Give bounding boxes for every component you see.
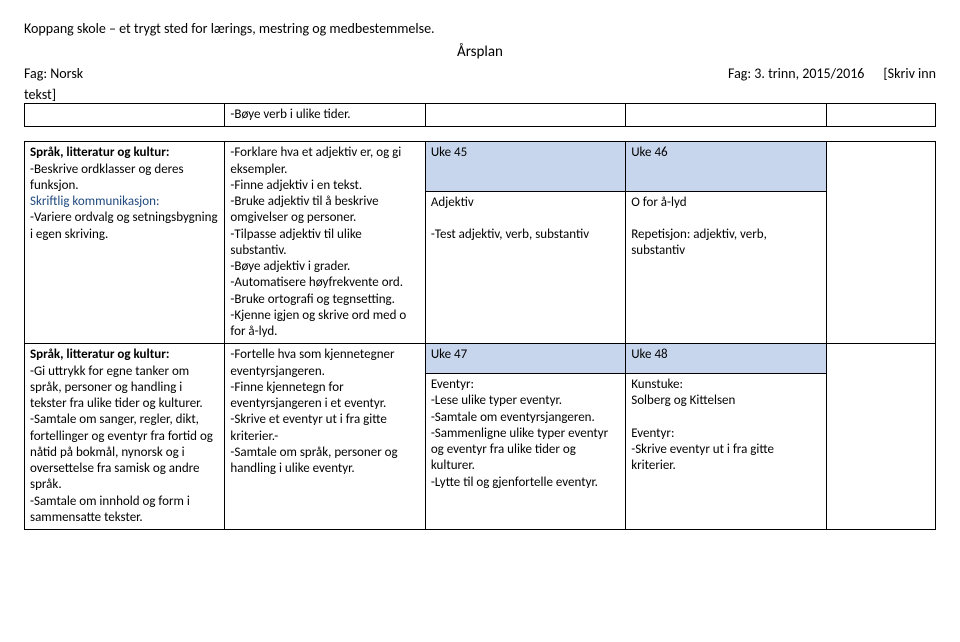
cell bbox=[826, 142, 935, 344]
cell-goals: Språk, litteratur og kultur: -Beskrive o… bbox=[25, 142, 225, 344]
cell-week-content: Eventyr: -Lese ulike typer eventyr. -Sam… bbox=[425, 374, 625, 530]
goal-text: -Variere ordvalg og setningsbygning i eg… bbox=[30, 210, 218, 241]
table-row: -Bøye verb i ulike tider. bbox=[25, 104, 936, 127]
cell-week-content: Adjektiv -Test adjektiv, verb, substanti… bbox=[425, 191, 625, 344]
cell-week-content: O for å-lyd Repetisjon: adjektiv, verb, … bbox=[626, 191, 826, 344]
section-title: Språk, litteratur og kultur: bbox=[30, 347, 169, 362]
table-fragment-top: -Bøye verb i ulike tider. bbox=[24, 103, 936, 127]
goal-text: -Gi uttrykk for egne tanker om språk, pe… bbox=[30, 364, 213, 525]
subsection-title: Skriftlig kommunikasjon: bbox=[30, 194, 159, 209]
page-header: Koppang skole – et trygt sted for læring… bbox=[24, 20, 936, 103]
cell bbox=[25, 104, 225, 127]
table-main: Språk, litteratur og kultur: -Beskrive o… bbox=[24, 141, 936, 530]
tekst-label: tekst] bbox=[24, 86, 936, 103]
table-row: Språk, litteratur og kultur: -Gi uttrykk… bbox=[25, 344, 936, 374]
school-line: Koppang skole – et trygt sted for læring… bbox=[24, 20, 936, 37]
cell-activities: -Fortelle hva som kjennetegner eventyrsj… bbox=[225, 344, 425, 530]
table-row: Språk, litteratur og kultur: -Beskrive o… bbox=[25, 142, 936, 191]
week-header: Uke 45 bbox=[425, 142, 625, 191]
subject-row: Fag: Norsk Fag: 3. trinn, 2015/2016 [Skr… bbox=[24, 65, 936, 82]
subject-left: Fag: Norsk bbox=[24, 65, 83, 82]
week-header: Uke 47 bbox=[425, 344, 625, 374]
subject-right: Fag: 3. trinn, 2015/2016 [Skriv inn bbox=[728, 65, 936, 82]
cell bbox=[826, 344, 935, 530]
cell bbox=[425, 104, 625, 127]
section-title: Språk, litteratur og kultur: bbox=[30, 145, 169, 160]
cell-goals: Språk, litteratur og kultur: -Gi uttrykk… bbox=[25, 344, 225, 530]
cell-activities: -Forklare hva et adjektiv er, og gi ekse… bbox=[225, 142, 425, 344]
cell: -Bøye verb i ulike tider. bbox=[225, 104, 425, 127]
cell bbox=[626, 104, 826, 127]
cell bbox=[826, 104, 935, 127]
week-header: Uke 46 bbox=[626, 142, 826, 191]
plan-title: Årsplan bbox=[24, 43, 936, 61]
cell-week-content: Kunstuke: Solberg og Kittelsen Eventyr: … bbox=[626, 374, 826, 530]
week-header: Uke 48 bbox=[626, 344, 826, 374]
goal-text: -Beskrive ordklasser og deres funksjon. bbox=[30, 162, 184, 193]
